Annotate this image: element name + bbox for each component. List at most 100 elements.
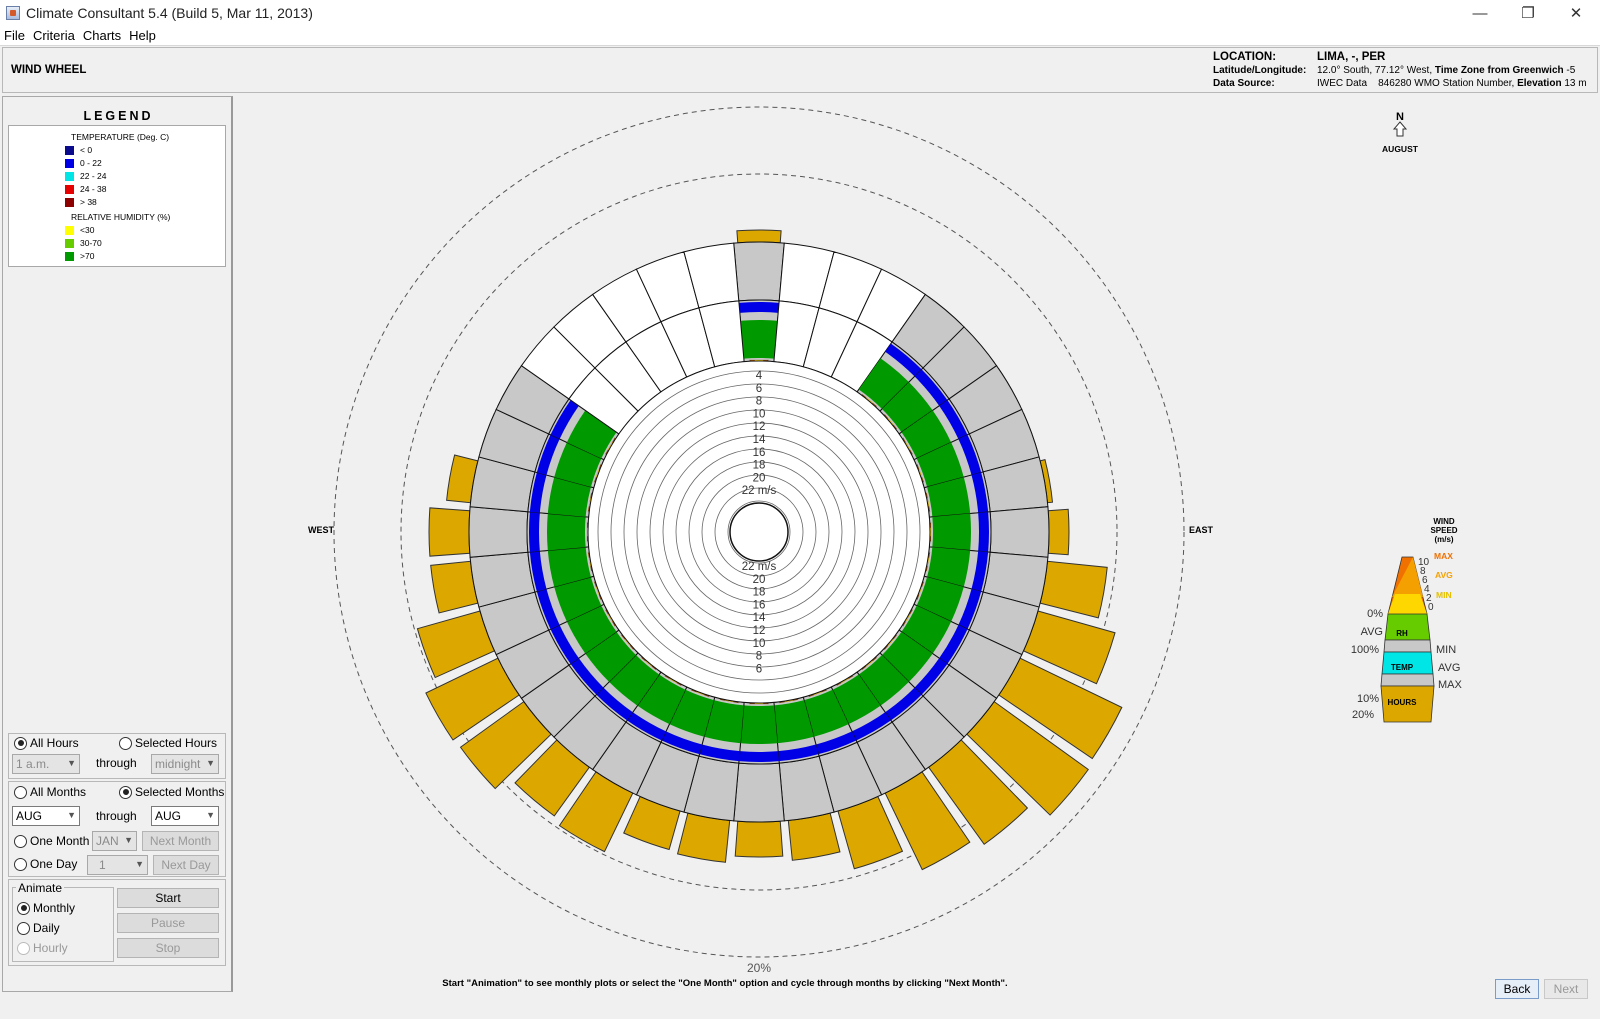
temp-band	[778, 744, 819, 762]
temp-band	[536, 588, 560, 630]
close-button[interactable]: ✕	[1569, 5, 1583, 22]
rh-band	[932, 513, 971, 551]
one-month-select[interactable]: JAN ▼	[92, 831, 137, 851]
speed-ring	[675, 448, 843, 616]
all-months-radio[interactable]: All Months	[14, 785, 86, 799]
rh-band	[927, 547, 971, 587]
elevation-value: 13 m	[1564, 78, 1587, 89]
key-max-label: MAX	[1434, 551, 1453, 561]
start-button[interactable]: Start	[117, 888, 219, 908]
temp-band	[815, 731, 857, 755]
chart-name: WIND WHEEL	[11, 64, 87, 76]
menu-file[interactable]: File	[4, 28, 25, 43]
temp-band	[550, 624, 579, 664]
key-triangle-avg	[1392, 557, 1423, 597]
selected-months-radio[interactable]: Selected Months	[119, 785, 224, 799]
legend-title: LEGEND	[83, 109, 154, 123]
back-button[interactable]: Back	[1495, 979, 1539, 999]
hour-to-select[interactable]: midnight ▼	[151, 754, 219, 774]
month-to-select[interactable]: AUG ▼	[151, 806, 219, 826]
one-month-radio[interactable]: One Month	[14, 834, 89, 848]
key-rh-avg: AVG	[1361, 626, 1383, 638]
legend-item: < 0	[65, 145, 92, 155]
rh-band	[916, 442, 964, 487]
east-label: EAST	[1189, 525, 1214, 535]
all-hours-radio[interactable]: All Hours	[14, 736, 79, 750]
key-temp-avg: AVG	[1438, 662, 1460, 674]
chart-area: 4 6 8 10 12 14 16 18 20 22 m/s 22 m/s 20 18 16 14 12 10 8…	[236, 96, 1598, 975]
hourly-radio[interactable]: Hourly	[17, 941, 68, 955]
menu-criteria[interactable]: Criteria	[32, 28, 75, 43]
key-pct100: 100%	[1351, 644, 1379, 656]
app-icon	[6, 6, 20, 20]
legend-item: 22 - 24	[65, 171, 106, 181]
one-day-select[interactable]: 1 ▼	[87, 855, 148, 875]
key-grey-band	[1383, 639, 1432, 653]
key-temp-min: MIN	[1436, 644, 1456, 656]
hour-from-select[interactable]: 1 a.m. ▼	[12, 754, 80, 774]
stop-button[interactable]: Stop	[117, 938, 219, 958]
key-grey-band	[1380, 673, 1435, 687]
left-panel: LEGEND TEMPERATURE (Deg. C) < 0 0 - 22 2…	[2, 96, 233, 992]
rh-band	[609, 655, 660, 706]
location-info: LOCATION: LIMA, -, PER Latitude/Longitud…	[1213, 51, 1587, 90]
menu-help[interactable]: Help	[129, 28, 156, 43]
temp-band	[885, 343, 922, 377]
speed-label: 20	[753, 574, 766, 586]
legend-item: 30-70	[65, 238, 102, 248]
key-title: SPEED	[1430, 526, 1457, 535]
rh-band	[901, 605, 952, 654]
key-temp-label: TEMP	[1391, 663, 1414, 672]
rh-band	[882, 631, 933, 682]
speed-label: 18	[753, 587, 766, 599]
temp-band	[939, 624, 968, 664]
pause-button[interactable]: Pause	[117, 913, 219, 933]
speed-label: 12	[753, 625, 766, 637]
speed-label: 16	[753, 599, 766, 611]
next-day-button[interactable]: Next Day	[153, 855, 219, 875]
selected-hours-radio[interactable]: Selected Hours	[119, 736, 217, 750]
temp-band	[971, 472, 989, 513]
temp-band	[978, 511, 989, 553]
legend-item: > 38	[65, 197, 97, 207]
temp-band	[529, 511, 540, 553]
key-tick: 4	[1424, 584, 1430, 595]
speed-ring	[597, 370, 921, 694]
rh-band	[740, 705, 778, 744]
hours-bar	[787, 812, 841, 861]
legend-item: 24 - 38	[65, 184, 106, 194]
temp-band	[570, 658, 604, 695]
speed-label: 4	[756, 370, 763, 382]
months-through-label: through	[96, 809, 137, 823]
legend-swatch	[65, 158, 74, 168]
temp-band	[958, 588, 982, 630]
menu-charts[interactable]: Charts	[82, 28, 122, 43]
legend-swatch	[65, 171, 74, 181]
rh-band	[901, 410, 952, 459]
rh-band	[858, 655, 909, 706]
daily-radio[interactable]: Daily	[17, 921, 60, 935]
speed-label: 14	[753, 434, 766, 446]
speed-ring	[623, 396, 895, 668]
key-rh-label: RH	[1396, 629, 1408, 638]
hours-group	[8, 733, 226, 779]
speed-label: 12	[753, 421, 766, 433]
next-month-button[interactable]: Next Month	[142, 831, 219, 851]
months-group	[8, 781, 226, 877]
legend-item: 0 - 22	[65, 158, 102, 168]
month-from-select[interactable]: AUG ▼	[12, 806, 80, 826]
one-day-radio[interactable]: One Day	[14, 857, 77, 871]
temp-band	[596, 687, 633, 721]
location-value: LIMA, -, PER	[1317, 51, 1386, 63]
rh-band	[547, 477, 591, 517]
key-tick: 10	[1418, 557, 1430, 568]
temp-band	[627, 712, 667, 741]
percent-ring	[400, 173, 1118, 891]
rh-band	[740, 320, 778, 359]
monthly-radio[interactable]: Monthly	[17, 901, 75, 915]
restore-button[interactable]: ❐	[1521, 5, 1535, 22]
location-label: LOCATION:	[1213, 51, 1277, 63]
temp-band	[661, 731, 703, 755]
next-button[interactable]: Next	[1544, 979, 1588, 999]
minimize-button[interactable]: —	[1472, 4, 1488, 22]
